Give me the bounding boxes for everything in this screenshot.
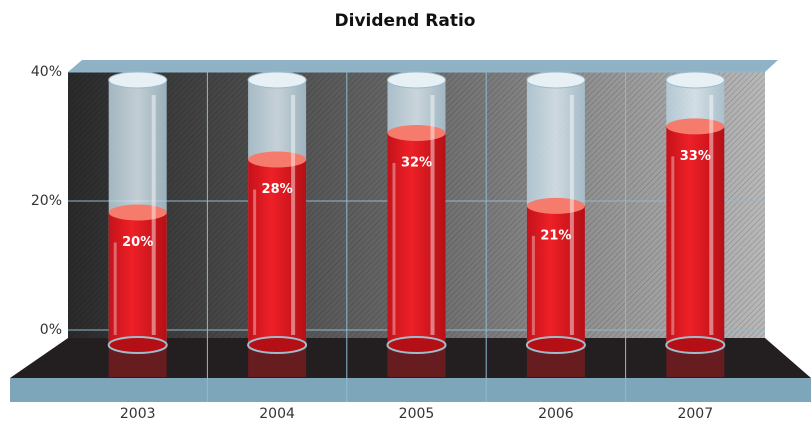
cylinder-top [666,118,725,135]
cylinder-bottom [107,336,168,354]
cylinder-glass-top [108,71,168,89]
highlight [569,95,574,335]
y-tick-label: 0% [40,322,62,338]
highlight [531,235,535,335]
bar [387,133,446,345]
highlight [151,95,156,335]
highlight [671,156,675,335]
highlight [253,189,257,335]
highlight [392,163,396,335]
cylinder-bottom [525,336,586,354]
highlight [709,95,714,335]
cylinder-glass-top [665,71,725,89]
floor [10,338,811,378]
highlight [113,242,117,335]
x-tick-label: 2005 [399,406,435,422]
top-edge [68,60,778,72]
data-label: 32% [401,156,432,171]
data-label: 21% [540,228,571,243]
bar [248,159,307,345]
x-tick-label: 2006 [538,406,574,422]
cylinder-glass-top [526,71,586,89]
data-label: 28% [262,182,293,197]
highlight [430,95,435,335]
x-tick-label: 2003 [120,406,156,422]
x-tick-label: 2004 [259,406,295,422]
highlight [291,95,296,335]
chart-title: Dividend Ratio [335,11,476,31]
cylinder-top [526,197,585,214]
cylinder-top [248,151,307,168]
cylinder-top [387,125,446,141]
cylinder-bottom [247,336,308,354]
y-tick-label: 20% [31,193,62,209]
data-label: 33% [680,149,711,164]
cylinder-glass-top [387,71,446,89]
x-tick-label: 2007 [677,406,713,422]
bar [666,126,725,345]
cylinder-top [108,204,167,221]
cylinder-glass-top [247,71,307,89]
cylinder-bottom [665,336,726,354]
floor-front [10,378,811,402]
bar [526,205,585,345]
cylinder-bottom [386,336,447,354]
bar [108,212,167,345]
data-label: 20% [122,235,153,250]
y-tick-label: 40% [31,64,62,80]
